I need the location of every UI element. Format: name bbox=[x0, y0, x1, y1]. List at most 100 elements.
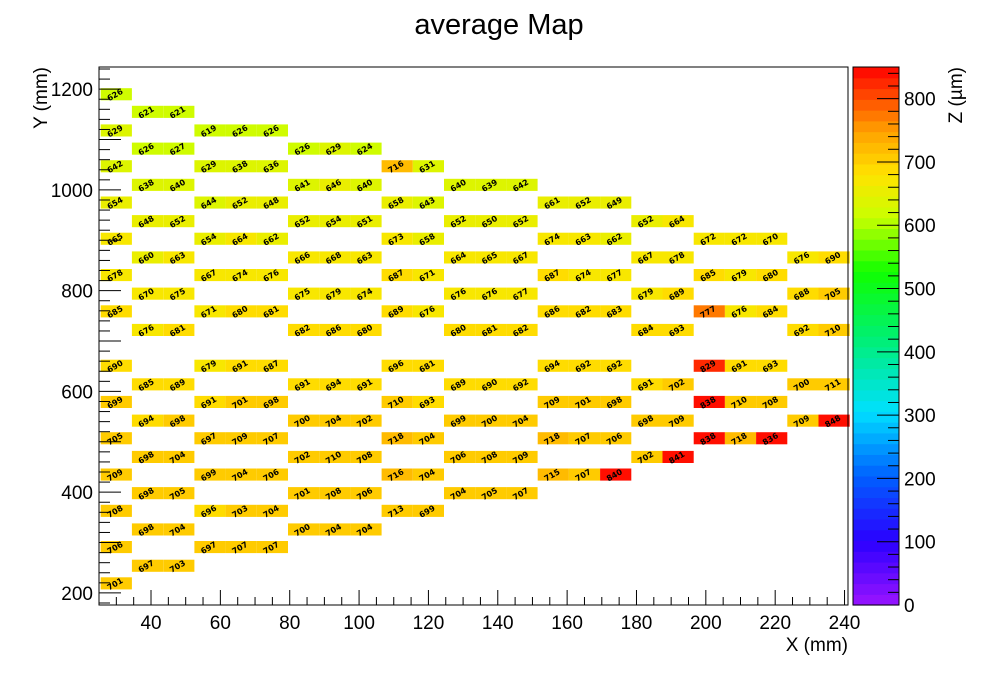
heatmap-cell bbox=[724, 359, 757, 372]
heatmap-cell bbox=[225, 269, 257, 282]
heatmap-cell bbox=[256, 160, 288, 173]
heatmap-cell bbox=[131, 142, 164, 155]
heatmap-cell bbox=[131, 559, 164, 572]
heatmap-cell bbox=[506, 323, 538, 336]
heatmap-cell bbox=[506, 414, 538, 427]
colorbar-band bbox=[853, 561, 899, 574]
x-axis: 40 60 80 100 120 140 160 180 200 220 240 bbox=[115, 590, 860, 634]
colorbar-band bbox=[853, 282, 899, 294]
colorbar-band bbox=[853, 163, 899, 176]
heatmap-cell bbox=[600, 432, 632, 445]
colorbar-band bbox=[853, 228, 899, 240]
z-tick-label: 100 bbox=[904, 533, 936, 554]
colorbar-band bbox=[853, 508, 899, 520]
heatmap-cell bbox=[225, 124, 257, 137]
heatmap-cell bbox=[350, 450, 382, 463]
colorbar-band bbox=[853, 497, 899, 509]
y-tick-label: 1000 bbox=[51, 181, 93, 202]
heatmap-cell bbox=[131, 378, 164, 391]
heatmap-cell bbox=[350, 178, 382, 191]
heatmap-cell bbox=[475, 414, 507, 427]
heatmap-cell bbox=[568, 432, 601, 445]
heatmap-cell bbox=[693, 432, 725, 445]
colorbar-band bbox=[853, 217, 899, 229]
heatmap-cell bbox=[631, 287, 663, 300]
heatmap-cell bbox=[131, 287, 164, 300]
colorbar-band bbox=[853, 422, 899, 434]
heatmap-cell bbox=[475, 215, 507, 228]
heatmap-cell bbox=[444, 178, 476, 191]
heatmap-cell bbox=[319, 142, 351, 155]
heatmap-cell bbox=[475, 287, 507, 300]
heatmap-cell bbox=[412, 432, 444, 445]
colorbar-band bbox=[853, 142, 899, 154]
colorbar-band bbox=[853, 594, 899, 606]
y-tick-label: 800 bbox=[61, 282, 93, 303]
heatmap-cell bbox=[693, 269, 725, 282]
heatmap-cell bbox=[163, 323, 195, 336]
heatmap-cell bbox=[662, 378, 694, 391]
heatmap-cell bbox=[288, 215, 320, 228]
heatmap-cell bbox=[506, 378, 538, 391]
heatmap-cell bbox=[412, 269, 444, 282]
heatmap-cell bbox=[319, 251, 351, 264]
heatmap-cell bbox=[600, 196, 632, 209]
heatmap-cell bbox=[537, 269, 569, 282]
heatmap-cell bbox=[568, 359, 601, 372]
color-scale-title: Z (µm) bbox=[946, 67, 967, 123]
heatmap-cell bbox=[475, 323, 507, 336]
heatmap-cell bbox=[600, 468, 632, 481]
heatmap-cell bbox=[724, 432, 757, 445]
colorbar-band bbox=[853, 325, 899, 337]
x-axis-title: X (mm) bbox=[786, 635, 848, 656]
colorbar-band bbox=[853, 260, 899, 273]
heatmap-cell bbox=[724, 232, 757, 245]
heatmap-cell bbox=[163, 215, 195, 228]
heatmap-cell bbox=[412, 395, 444, 408]
colorbar-band bbox=[853, 88, 899, 100]
heatmap-cell bbox=[131, 487, 164, 500]
heatmap-cell bbox=[787, 251, 819, 264]
colorbar-band bbox=[853, 336, 899, 348]
heatmap-cell bbox=[818, 287, 850, 300]
colorbar-band bbox=[853, 400, 899, 412]
heatmap-cell bbox=[256, 504, 288, 517]
heatmap-cell bbox=[100, 305, 132, 318]
heatmap-cell bbox=[319, 323, 351, 336]
heatmap-cell bbox=[568, 232, 601, 245]
heatmap-cell bbox=[537, 395, 569, 408]
heatmap-cell bbox=[381, 196, 413, 209]
heatmap-cell bbox=[756, 395, 788, 408]
heatmap-cell bbox=[100, 395, 132, 408]
heatmap-cell bbox=[787, 287, 819, 300]
heatmap-cell bbox=[163, 450, 195, 463]
heatmap-cell bbox=[256, 468, 288, 481]
colorbar-band bbox=[853, 131, 899, 143]
heatmap-cell bbox=[506, 487, 538, 500]
heatmap-cell bbox=[412, 468, 444, 481]
z-tick-label: 500 bbox=[904, 280, 936, 301]
heatmap-cell bbox=[568, 305, 601, 318]
heatmap-cell bbox=[131, 414, 164, 427]
heatmap-cell bbox=[787, 378, 819, 391]
heatmap-cell bbox=[600, 232, 632, 245]
heatmap-cell bbox=[662, 251, 694, 264]
heatmap-cell bbox=[194, 468, 226, 481]
heatmap-cell bbox=[568, 468, 601, 481]
colorbar-band bbox=[853, 77, 899, 90]
heatmap-cell bbox=[444, 215, 476, 228]
heatmap-cell bbox=[381, 468, 413, 481]
heatmap-cell bbox=[288, 487, 320, 500]
heatmap-cell bbox=[319, 450, 351, 463]
heatmap-cell bbox=[506, 251, 538, 264]
heatmap-cell bbox=[350, 378, 382, 391]
heatmap-cell bbox=[288, 142, 320, 155]
heatmap-cell bbox=[131, 178, 164, 191]
colorbar-band bbox=[853, 249, 899, 262]
heatmap-cell bbox=[288, 523, 320, 536]
heatmap-cell bbox=[288, 378, 320, 391]
color-scale-bar bbox=[853, 67, 899, 606]
colorbar-band bbox=[853, 357, 899, 369]
heatmap-cell bbox=[350, 414, 382, 427]
